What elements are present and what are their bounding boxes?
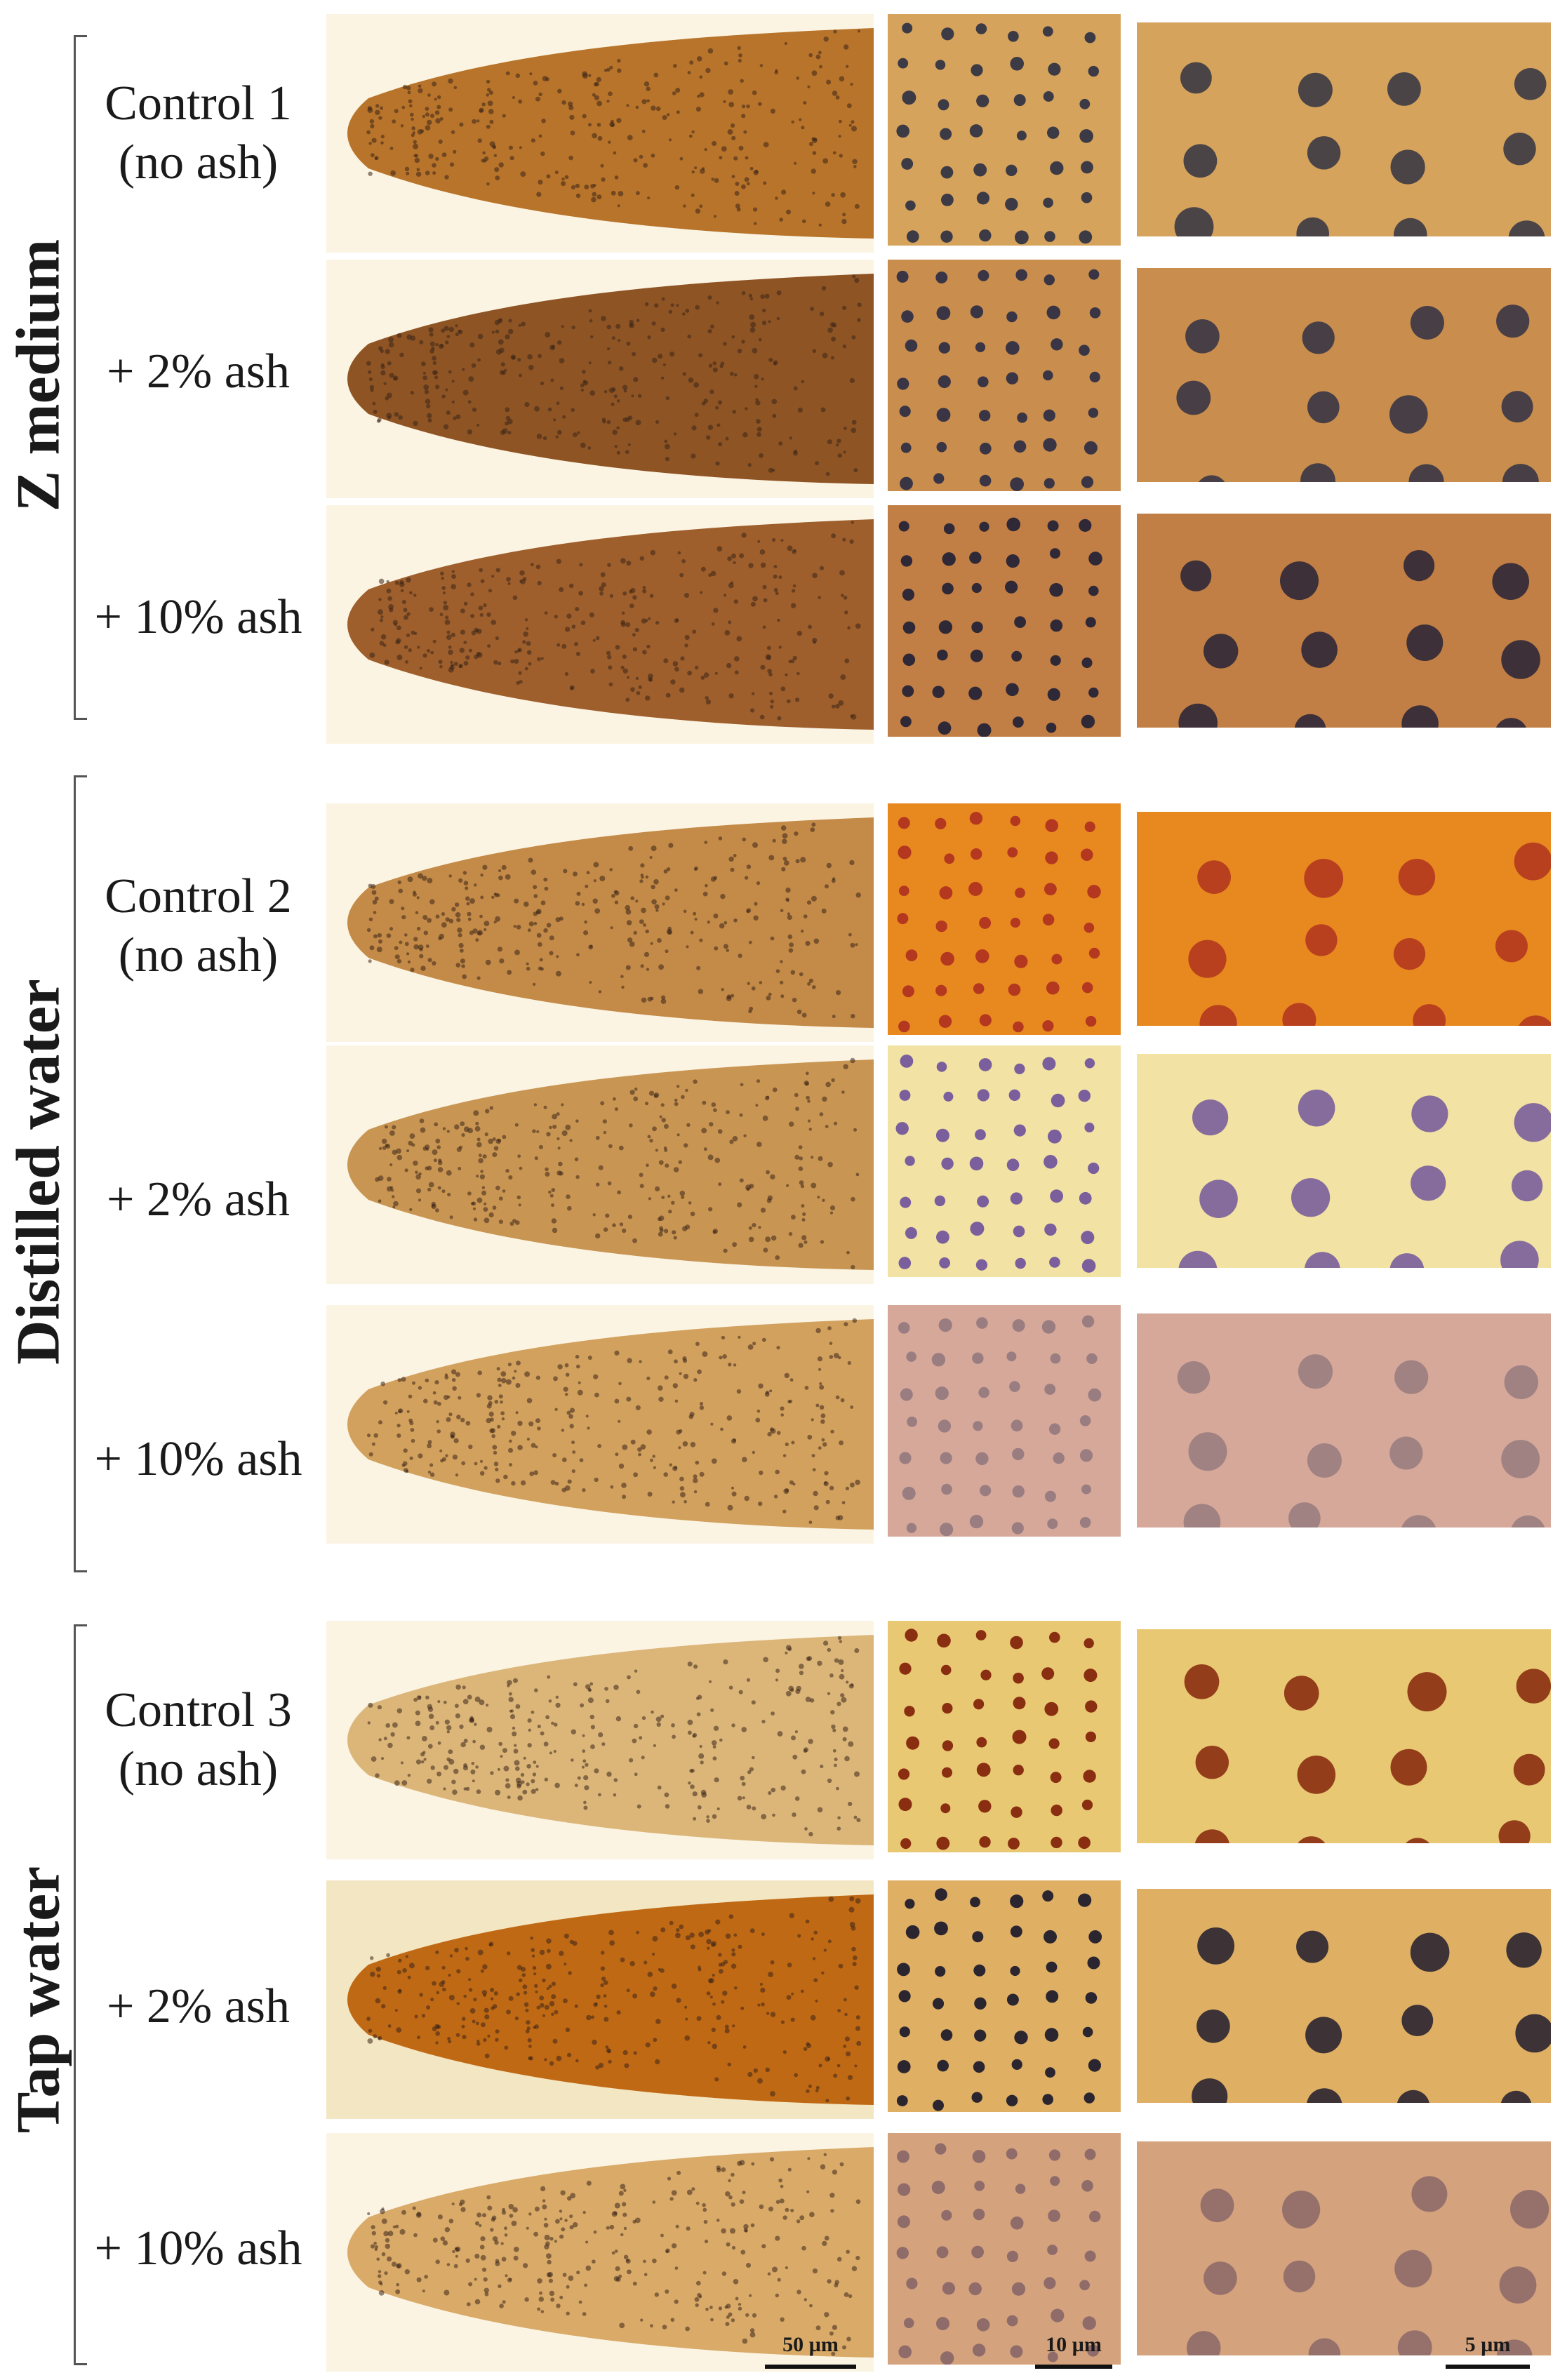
group-label-distilled-water: Distilled water	[4, 979, 73, 1365]
scale-bar-zoom	[1446, 2365, 1530, 2369]
row-label-tw-2pct: + 2% ash	[106, 1979, 291, 2033]
nuclei-image-g1-r1	[1137, 1054, 1551, 1268]
root-tip-image-g0-r1	[326, 260, 874, 498]
cells-image-g0-r2	[888, 505, 1121, 737]
root-tip-image-g1-r2	[326, 1305, 874, 1544]
row-label-z-control: Control 1 (no ash)	[105, 76, 292, 189]
bracket-distilled-water	[74, 775, 87, 1572]
nuclei-image-g1-r0	[1137, 812, 1551, 1026]
nuclei-image-g1-r2	[1137, 1313, 1551, 1527]
cells-image-g2-r2	[888, 2133, 1121, 2365]
scale-label-root: 50 µm	[782, 2333, 839, 2356]
cells-image-g1-r1	[888, 1045, 1121, 1277]
root-tip-image-g1-r0	[326, 803, 874, 1042]
nuclei-image-g2-r0	[1137, 1629, 1551, 1843]
cells-image-g1-r0	[888, 803, 1121, 1035]
row-label-dw-control: Control 2 (no ash)	[105, 869, 292, 982]
scale-label-zoom: 5 µm	[1465, 2333, 1511, 2356]
bracket-z-medium	[74, 35, 87, 720]
group-label-z-medium: Z medium	[4, 239, 73, 512]
root-tip-image-g2-r0	[326, 1621, 874, 1859]
row-label-z-10pct: + 10% ash	[94, 590, 302, 644]
root-tip-image-g2-r2	[326, 2133, 874, 2372]
nuclei-image-g2-r1	[1137, 1889, 1551, 2103]
root-tip-image-g1-r1	[326, 1045, 874, 1284]
root-tip-image-g0-r0	[326, 14, 874, 253]
cells-image-g0-r1	[888, 260, 1121, 491]
cells-image-g2-r1	[888, 1880, 1121, 2112]
root-tip-image-g0-r2	[326, 505, 874, 744]
scale-bar-mid	[1035, 2365, 1112, 2369]
scale-label-mid: 10 µm	[1046, 2333, 1102, 2356]
bracket-tap-water	[74, 1624, 87, 2365]
nuclei-image-g0-r2	[1137, 514, 1551, 728]
row-label-tw-control: Control 3 (no ash)	[105, 1683, 292, 1796]
root-tip-image-g2-r1	[326, 1880, 874, 2119]
row-label-tw-10pct: + 10% ash	[94, 2221, 302, 2275]
cells-image-g2-r0	[888, 1621, 1121, 1852]
scale-bar-root	[765, 2365, 856, 2369]
cells-image-g0-r0	[888, 14, 1121, 246]
row-label-dw-2pct: + 2% ash	[106, 1172, 291, 1226]
row-label-z-2pct: + 2% ash	[106, 345, 291, 399]
nuclei-image-g2-r2	[1137, 2141, 1551, 2355]
nuclei-image-g0-r1	[1137, 268, 1551, 482]
nuclei-image-g0-r0	[1137, 22, 1551, 236]
group-label-tap-water: Tap water	[4, 1866, 73, 2134]
cells-image-g1-r2	[888, 1305, 1121, 1537]
row-label-dw-10pct: + 10% ash	[94, 1432, 302, 1486]
